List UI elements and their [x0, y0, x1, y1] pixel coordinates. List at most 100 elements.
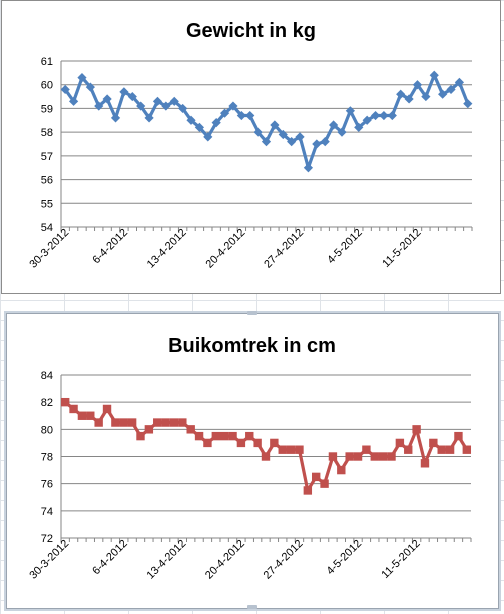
- weight-data-point: [337, 127, 347, 137]
- weight-data-point: [446, 84, 456, 95]
- weight-data-point: [77, 73, 87, 83]
- waist-chart[interactable]: Buikomtrek in cm 72 74 76 78 80 82 84 30-3-2012…: [6, 311, 499, 609]
- weight-data-point: [94, 101, 104, 111]
- weight-data-point: [161, 101, 171, 111]
- waist-data-point: [153, 418, 162, 427]
- weight-data-point: [303, 163, 314, 173]
- waist-data-point: [270, 438, 279, 448]
- weight-data-point: [421, 91, 431, 102]
- weight-x-tick-label: 13-4-2012: [145, 227, 189, 271]
- waist-data-point: [395, 438, 405, 448]
- weight-data-point: [438, 89, 448, 99]
- weight-data-point: [228, 101, 238, 111]
- weight-data-point: [110, 113, 121, 123]
- weight-data-point: [429, 70, 439, 80]
- waist-y-tick-label: 76: [41, 479, 53, 491]
- weight-data-point: [287, 137, 297, 147]
- weight-data-point: [412, 80, 423, 90]
- waist-data-point: [462, 445, 472, 454]
- waist-data-point: [69, 404, 78, 414]
- waist-data-point: [86, 411, 95, 420]
- weight-y-tick-label: 55: [41, 198, 53, 210]
- waist-data-point: [378, 452, 388, 461]
- waist-y-tick-label: 80: [41, 424, 53, 436]
- waist-y-tick-label: 72: [41, 533, 53, 545]
- waist-data-point: [245, 431, 254, 441]
- weight-data-point: [362, 115, 372, 125]
- waist-data-point: [404, 445, 413, 454]
- waist-data-point: [370, 452, 379, 461]
- weight-data-point: [119, 87, 129, 97]
- waist-x-tick-label: 27-4-2012: [262, 538, 306, 582]
- waist-data-point: [345, 452, 354, 461]
- weight-data-point: [144, 113, 154, 123]
- weight-y-tick-label: 56: [41, 175, 53, 187]
- chart-resize-handle-bottom[interactable]: [247, 605, 257, 609]
- weight-x-tick-label: 4-5-2012: [325, 227, 365, 267]
- waist-data-point: [219, 431, 229, 441]
- weight-data-point: [253, 127, 263, 137]
- weight-x-tick-label: 20-4-2012: [204, 227, 248, 271]
- weight-chart[interactable]: Gewicht in kg 54 55 56 57 58 59 60 61 30-3-2012 6…: [1, 0, 501, 294]
- waist-data-point: [445, 445, 455, 454]
- waist-data-point: [353, 452, 363, 461]
- weight-y-tick-label: 61: [41, 56, 53, 68]
- waist-data-point: [186, 425, 195, 434]
- weight-data-point: [295, 132, 305, 142]
- weight-data-point: [178, 103, 188, 114]
- weight-data-point: [463, 99, 473, 109]
- waist-data-point: [111, 418, 120, 427]
- waist-data-point: [454, 431, 463, 441]
- waist-data-point: [60, 397, 70, 407]
- waist-data-point: [253, 438, 262, 448]
- weight-data-point: [219, 108, 230, 118]
- weight-data-point: [236, 110, 246, 121]
- weight-x-tick-label: 27-4-2012: [262, 227, 306, 271]
- weight-data-point: [203, 132, 213, 142]
- weight-data-point: [396, 89, 406, 99]
- waist-y-tick-label: 82: [41, 397, 53, 409]
- waist-data-point: [203, 438, 212, 448]
- weight-data-point: [152, 96, 163, 106]
- waist-data-point: [312, 472, 321, 482]
- waist-data-point: [362, 445, 371, 454]
- waist-data-point: [169, 418, 179, 427]
- weight-y-tick-label: 57: [41, 151, 53, 163]
- weight-data-point: [85, 82, 95, 92]
- weight-data-point: [320, 137, 330, 147]
- waist-y-tick-label: 84: [41, 370, 53, 382]
- weight-x-tick-label: 11-5-2012: [380, 227, 423, 270]
- weight-data-point: [186, 115, 196, 125]
- waist-data-point: [77, 411, 87, 420]
- waist-x-tick-label: 6-4-2012: [90, 538, 130, 578]
- waist-data-point: [286, 445, 296, 454]
- chart-resize-handle-top[interactable]: [247, 311, 257, 315]
- waist-chart-title: Buikomtrek in cm: [168, 335, 336, 357]
- weight-data-point: [312, 139, 322, 149]
- waist-data-point: [236, 438, 246, 448]
- weight-data-point: [245, 110, 255, 121]
- weight-y-tick-label: 54: [41, 222, 53, 234]
- weight-data-point: [211, 118, 221, 128]
- waist-data-point: [328, 452, 338, 461]
- waist-y-tick-label: 74: [41, 506, 53, 518]
- weight-y-tick-label: 58: [41, 127, 53, 139]
- waist-data-point: [295, 445, 304, 454]
- waist-data-point: [437, 445, 446, 454]
- waist-data-point: [337, 465, 346, 475]
- waist-data-point: [119, 418, 128, 427]
- waist-data-point: [261, 452, 271, 461]
- weight-data-point: [194, 122, 204, 132]
- waist-data-point: [161, 418, 170, 427]
- weight-data-point: [278, 129, 288, 140]
- waist-data-point: [211, 431, 220, 441]
- weight-data-point: [102, 94, 112, 104]
- waist-data-point: [102, 404, 112, 414]
- waist-data-point: [136, 431, 145, 441]
- waist-data-point: [303, 486, 313, 495]
- weight-data-point: [404, 94, 414, 104]
- weight-data-point: [370, 110, 381, 121]
- waist-data-point: [429, 438, 438, 448]
- weight-data-point: [454, 77, 465, 87]
